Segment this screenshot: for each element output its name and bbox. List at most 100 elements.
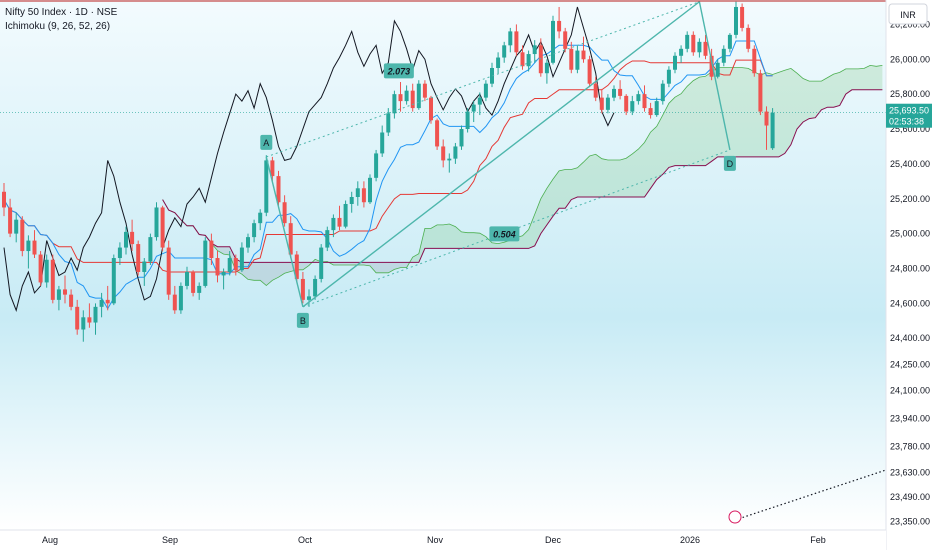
time-tick-label: Oct <box>298 535 313 545</box>
candle <box>172 285 177 314</box>
candle <box>99 292 104 318</box>
candle-body <box>282 202 287 224</box>
candle-body <box>557 20 562 32</box>
candle <box>124 226 128 255</box>
candle-body <box>514 31 519 53</box>
candle <box>660 80 665 105</box>
time-tick-label: Nov <box>427 535 444 545</box>
ratio-label: 0.504 <box>489 226 520 242</box>
candle-body <box>239 247 244 271</box>
candle-body <box>270 160 275 177</box>
candle <box>483 80 488 102</box>
base-line <box>3 59 773 273</box>
candle-body <box>111 258 116 304</box>
candle <box>319 244 324 283</box>
leading-span-b <box>162 89 883 263</box>
candle <box>721 45 726 67</box>
candle <box>435 118 440 150</box>
candle-body <box>105 299 110 304</box>
candle <box>313 275 318 300</box>
candle-body <box>63 289 67 295</box>
candle <box>575 45 580 74</box>
candle <box>526 50 531 72</box>
indicator-label[interactable]: Ichimoku (9, 26, 52, 26) <box>5 21 111 32</box>
candle-body <box>294 254 299 279</box>
candle-body <box>99 299 104 307</box>
candle <box>410 83 415 112</box>
candle-body <box>50 259 55 300</box>
candle-body <box>496 57 501 68</box>
candle <box>502 41 507 63</box>
price-tick-label: 25,000.00 <box>890 229 930 239</box>
candle <box>520 45 525 70</box>
leading-span-a <box>162 64 883 287</box>
candle <box>252 219 257 243</box>
price-tick-label: 25,800.00 <box>890 89 930 99</box>
candle <box>398 81 403 112</box>
currency-selector[interactable]: INR <box>888 3 928 25</box>
price-axis-panel <box>886 0 932 550</box>
candle <box>679 45 684 63</box>
candle-body <box>490 67 494 84</box>
candle-body <box>422 83 427 98</box>
candle-body <box>197 285 202 293</box>
candle <box>618 80 623 100</box>
price-tick-label: 26,000.00 <box>890 54 930 64</box>
candle-body <box>660 83 665 102</box>
candle-body <box>544 62 549 74</box>
candle-body <box>740 6 745 28</box>
symbol-title[interactable]: Nifty 50 Index · 1D · NSE <box>5 7 118 18</box>
candle <box>368 174 372 204</box>
candle <box>343 200 348 229</box>
candle-body <box>32 240 37 255</box>
candle <box>685 31 690 53</box>
candle-body <box>44 259 49 283</box>
candle <box>764 106 769 150</box>
pattern-leg-ab <box>265 156 304 308</box>
candle-body <box>612 88 616 98</box>
price-tick-label: 23,780.00 <box>890 441 930 451</box>
price-tick-label: 24,800.00 <box>890 263 930 273</box>
candle-body <box>215 258 220 276</box>
countdown-value: 02:53:38 <box>889 117 924 127</box>
candle <box>422 80 427 102</box>
candle-body <box>392 94 397 114</box>
candle-body <box>209 240 214 259</box>
candle <box>148 233 153 265</box>
candle <box>551 15 555 65</box>
pattern-ratio-ac <box>266 1 700 158</box>
candle-body <box>685 34 690 49</box>
candle-body <box>368 177 372 203</box>
candle <box>624 94 629 116</box>
candle-body <box>166 247 171 295</box>
candle-body <box>471 104 476 112</box>
price-tick-label: 25,400.00 <box>890 159 930 169</box>
candle-body <box>721 48 726 63</box>
candle <box>38 251 43 286</box>
price-tick-label: 23,350.00 <box>890 516 930 526</box>
candle-body <box>355 188 360 198</box>
candle-body <box>154 207 159 238</box>
candle-body <box>648 108 653 116</box>
candle-body <box>746 27 751 49</box>
candle-body <box>483 83 488 98</box>
candle <box>709 48 714 81</box>
candle <box>349 191 354 213</box>
candle <box>191 270 196 297</box>
candle-body <box>75 306 80 330</box>
candle <box>453 142 458 164</box>
candle <box>599 88 604 114</box>
candle <box>666 66 671 88</box>
candle-body <box>416 83 421 109</box>
price-tick-label: 24,250.00 <box>890 359 930 369</box>
candle-body <box>307 296 311 300</box>
candle-body <box>703 41 708 56</box>
candle <box>221 268 226 290</box>
candle <box>715 59 720 79</box>
candle <box>752 45 757 77</box>
candle <box>166 240 171 300</box>
candle-body <box>715 62 720 77</box>
candle <box>758 69 763 116</box>
candle <box>648 102 653 119</box>
